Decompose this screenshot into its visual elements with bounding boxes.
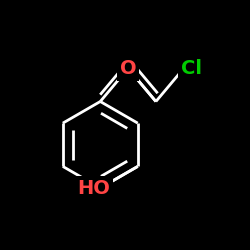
- Text: Cl: Cl: [180, 59, 202, 78]
- Text: O: O: [120, 59, 136, 78]
- Text: HO: HO: [78, 178, 110, 198]
